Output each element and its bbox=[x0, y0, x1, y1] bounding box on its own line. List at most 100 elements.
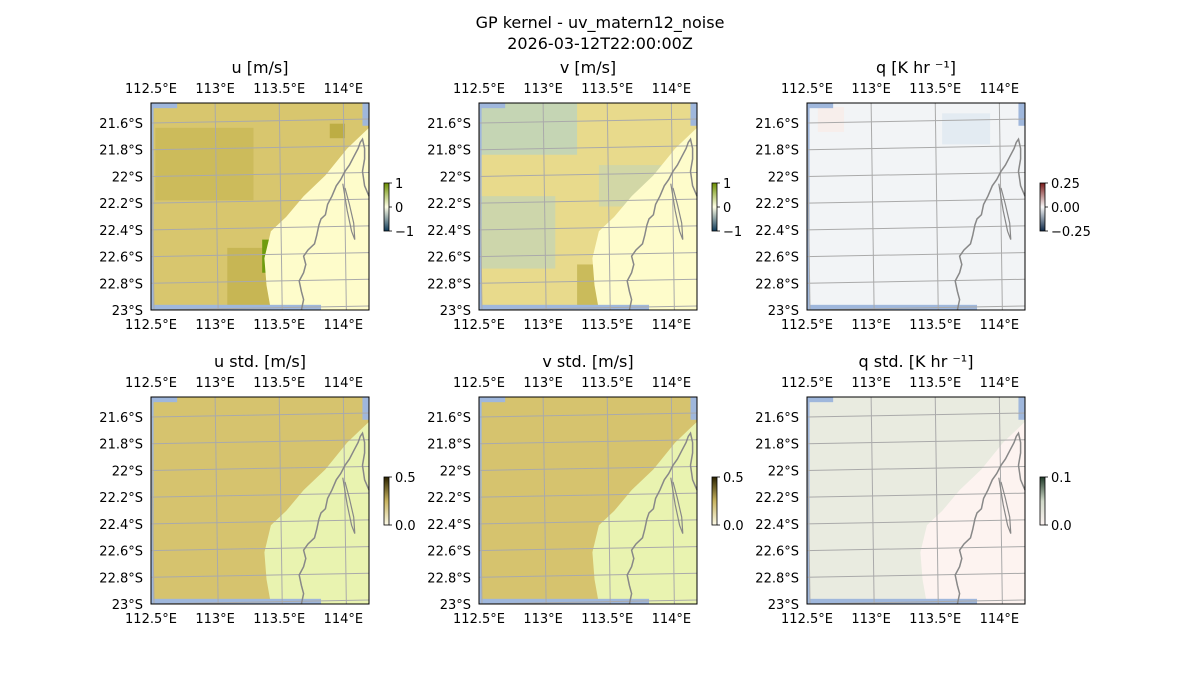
ocean-edge bbox=[807, 598, 978, 604]
x-tick-label-top: 113°E bbox=[523, 376, 563, 391]
y-tick-label: 22.4°S bbox=[99, 518, 143, 533]
panel-frame bbox=[478, 396, 698, 605]
figure-title-line2: 2026-03-12T22:00:00Z bbox=[507, 34, 693, 53]
panel-q-std: q std. [K hr ⁻¹] 112.5°E 112.5°E 113°E 113°E… bbox=[755, 352, 1071, 627]
x-tick-label-bottom: 113°E bbox=[851, 318, 891, 333]
grid-parallel bbox=[806, 412, 1026, 418]
grid-parallel bbox=[806, 252, 1026, 258]
colorbar-tick-label: 0.0 bbox=[723, 519, 744, 534]
ocean-edge bbox=[479, 304, 650, 310]
y-tick-label: 22.2°S bbox=[99, 491, 143, 506]
y-tick-label: 21.8°S bbox=[427, 438, 471, 453]
ocean-edge bbox=[362, 397, 369, 420]
colorbar-tick-label: 0.00 bbox=[1051, 201, 1080, 216]
ocean-edge bbox=[1018, 397, 1025, 420]
field-base bbox=[807, 103, 1025, 310]
y-tick-label: 22.6°S bbox=[755, 251, 799, 266]
panel-frame bbox=[150, 102, 370, 311]
colorbar-tick-label: 0 bbox=[723, 201, 731, 216]
x-tick-label-bottom: 113°E bbox=[851, 612, 891, 627]
y-tick-label: 22.2°S bbox=[427, 197, 471, 212]
panel-title: v std. [m/s] bbox=[542, 352, 633, 371]
grid-parallel bbox=[478, 465, 698, 471]
colorbar bbox=[383, 476, 390, 526]
x-tick-label-bottom: 113.5°E bbox=[581, 318, 633, 333]
x-tick-label-top: 112.5°E bbox=[453, 82, 505, 97]
y-tick-label: 22.6°S bbox=[99, 545, 143, 560]
grid-meridian bbox=[670, 102, 675, 311]
colorbar bbox=[711, 476, 718, 526]
grid-parallel bbox=[806, 198, 1026, 204]
grid-parallel bbox=[478, 252, 698, 258]
grid-parallel bbox=[150, 546, 370, 552]
field-patch bbox=[479, 196, 556, 269]
y-tick-label: 22.2°S bbox=[99, 197, 143, 212]
grid-parallel bbox=[150, 198, 370, 204]
ocean-edge bbox=[807, 103, 834, 109]
ocean-edge bbox=[151, 103, 178, 109]
y-tick-label: 22.6°S bbox=[755, 545, 799, 560]
x-tick-label-bottom: 114°E bbox=[652, 612, 692, 627]
grid-parallel bbox=[806, 599, 1026, 605]
grid-parallel bbox=[150, 572, 370, 578]
x-tick-label-top: 112.5°E bbox=[125, 376, 177, 391]
ocean-edge bbox=[1018, 103, 1025, 126]
y-tick-label: 23°S bbox=[440, 304, 471, 319]
grid-parallel bbox=[478, 492, 698, 498]
grid-parallel bbox=[478, 546, 698, 552]
y-tick-label: 21.8°S bbox=[99, 438, 143, 453]
panel-u: u [m/s]112.5°E112.5°E113°E113°E113.5°E11… bbox=[99, 58, 414, 333]
colorbar-tick-label: −0.25 bbox=[1051, 225, 1091, 240]
ocean-edge bbox=[479, 598, 650, 604]
field-patch bbox=[479, 103, 578, 155]
colorbar-tick-label: 0.0 bbox=[1051, 519, 1072, 534]
ocean-edge bbox=[690, 103, 697, 126]
grid-meridian bbox=[998, 396, 1003, 605]
x-tick-label-bottom: 112.5°E bbox=[125, 318, 177, 333]
grid-meridian bbox=[934, 396, 939, 605]
x-tick-label-top: 112.5°E bbox=[781, 376, 833, 391]
y-tick-label: 22°S bbox=[768, 170, 799, 185]
coastline-inlet bbox=[342, 477, 356, 534]
panel-title: q [K hr ⁻¹] bbox=[876, 58, 956, 77]
ocean-edge bbox=[690, 397, 697, 420]
x-tick-label-top: 112.5°E bbox=[453, 376, 505, 391]
grid-meridian bbox=[342, 102, 347, 311]
grid-parallel bbox=[150, 278, 370, 284]
grid-parallel bbox=[806, 225, 1026, 231]
y-tick-label: 22°S bbox=[440, 170, 471, 185]
grid-parallel bbox=[478, 412, 698, 418]
coastline bbox=[954, 431, 1026, 605]
y-tick-label: 22.8°S bbox=[427, 277, 471, 292]
grid-meridian bbox=[542, 102, 547, 311]
y-tick-label: 22.2°S bbox=[755, 491, 799, 506]
grid-parallel bbox=[150, 519, 370, 525]
y-tick-label: 22.8°S bbox=[99, 571, 143, 586]
x-tick-label-top: 113°E bbox=[851, 82, 891, 97]
colorbar-tick-label: 1 bbox=[395, 177, 403, 192]
x-tick-label-bottom: 113°E bbox=[523, 612, 563, 627]
colorbar-tick-label: 0.5 bbox=[395, 471, 416, 486]
x-tick-label-bottom: 113.5°E bbox=[253, 318, 305, 333]
x-tick-label-top: 113.5°E bbox=[581, 376, 633, 391]
x-tick-label-top: 114°E bbox=[980, 82, 1020, 97]
coastline bbox=[298, 137, 370, 311]
x-tick-label-bottom: 113.5°E bbox=[909, 612, 961, 627]
y-tick-label: 21.8°S bbox=[755, 144, 799, 159]
ocean-edge bbox=[362, 103, 369, 126]
grid-parallel bbox=[806, 546, 1026, 552]
panel-v-std: v std. [m/s] 112.5°E 112.5°E 113°E 113°E 113.… bbox=[427, 352, 743, 627]
field-patch bbox=[329, 123, 346, 139]
y-tick-label: 22.8°S bbox=[427, 571, 471, 586]
ocean-edge bbox=[807, 397, 834, 403]
y-tick-label: 22.4°S bbox=[427, 224, 471, 239]
x-tick-label-bottom: 114°E bbox=[324, 612, 364, 627]
grid-meridian bbox=[870, 102, 875, 311]
coastline bbox=[298, 431, 370, 605]
grid-meridian bbox=[870, 396, 875, 605]
y-tick-label: 23°S bbox=[112, 598, 143, 613]
grid-parallel bbox=[150, 171, 370, 177]
ocean-edge bbox=[151, 397, 178, 403]
grid-meridian bbox=[934, 102, 939, 311]
panel-frame bbox=[806, 102, 1026, 311]
